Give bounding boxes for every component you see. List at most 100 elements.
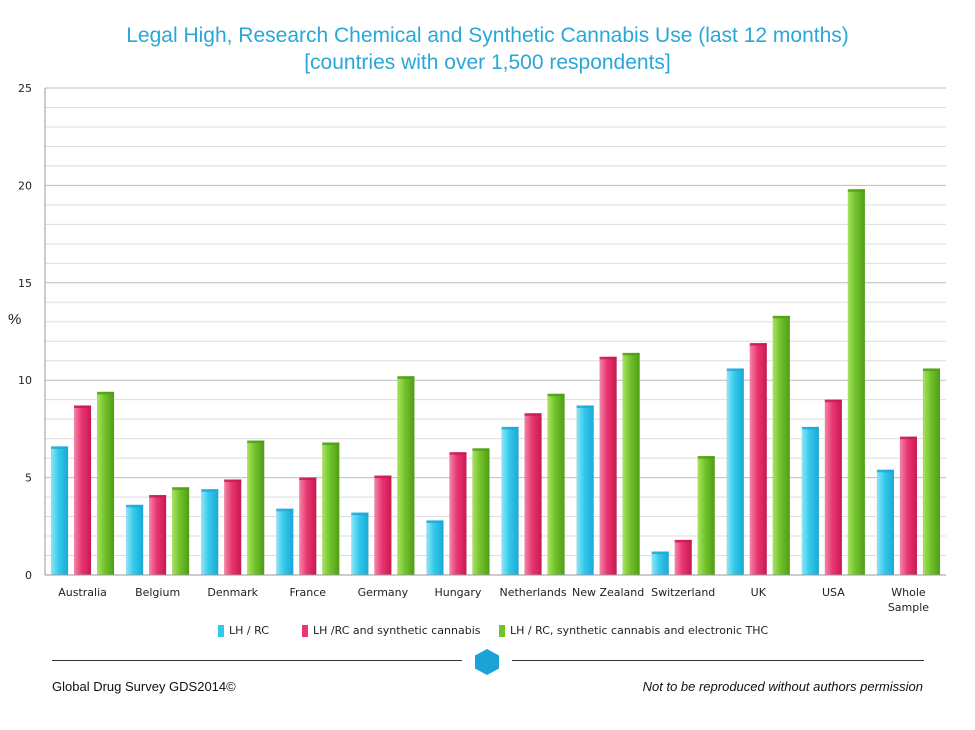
legend-item-lh-rc: LH / RC bbox=[218, 624, 269, 637]
bar-top bbox=[397, 376, 415, 379]
bar-top bbox=[322, 442, 340, 446]
bar bbox=[801, 426, 820, 576]
x-tick-label: USA bbox=[822, 586, 845, 599]
x-tick-label: Germany bbox=[358, 586, 409, 599]
footer-notice: Not to be reproduced without authors per… bbox=[642, 679, 923, 694]
bar-top bbox=[726, 368, 744, 372]
bar-top bbox=[674, 539, 692, 543]
bar bbox=[276, 508, 294, 576]
footer-source: Global Drug Survey GDS2014© bbox=[52, 679, 236, 694]
bar-top bbox=[599, 356, 617, 360]
footer-divider-left bbox=[52, 660, 462, 661]
x-tick-label: Australia bbox=[58, 586, 107, 599]
legend-label: LH / RC, synthetic cannabis and electron… bbox=[510, 624, 769, 637]
bar bbox=[749, 342, 768, 576]
bar-top bbox=[374, 475, 392, 479]
bar bbox=[223, 479, 242, 576]
bar-top bbox=[276, 508, 294, 512]
bar bbox=[922, 368, 941, 576]
bar bbox=[472, 448, 490, 576]
x-tick-label: New Zealand bbox=[572, 586, 644, 599]
bar bbox=[899, 436, 918, 576]
y-tick-label: 10 bbox=[18, 374, 32, 387]
bar-top bbox=[351, 512, 369, 516]
bar bbox=[772, 315, 791, 576]
x-tick-label: Sample bbox=[888, 601, 929, 614]
bar-top bbox=[922, 368, 940, 372]
axes bbox=[44, 88, 946, 576]
bar bbox=[426, 520, 444, 576]
bar bbox=[599, 356, 617, 576]
bar bbox=[374, 475, 392, 576]
chart-title: Legal High, Research Chemical and Synthe… bbox=[126, 24, 849, 47]
legend-label: LH / RC bbox=[229, 624, 269, 637]
bar-top bbox=[524, 413, 542, 416]
bar-top bbox=[426, 520, 444, 523]
bar bbox=[726, 368, 745, 576]
bar-top bbox=[899, 436, 917, 440]
bar-top bbox=[247, 440, 265, 444]
x-tick-label: UK bbox=[751, 586, 767, 599]
bar-top bbox=[299, 477, 317, 481]
bar bbox=[547, 393, 565, 576]
y-tick-label: 0 bbox=[25, 569, 32, 582]
bar-top bbox=[472, 448, 490, 451]
bar bbox=[96, 391, 115, 576]
bar-top bbox=[172, 487, 190, 490]
x-tick-label: France bbox=[290, 586, 327, 599]
bar-top bbox=[824, 399, 842, 403]
bar bbox=[322, 442, 340, 576]
legend-item-lh-rc-synthetic: LH /RC and synthetic cannabis bbox=[302, 624, 481, 637]
bar-top bbox=[749, 343, 767, 346]
bar-top bbox=[501, 426, 519, 430]
bar bbox=[576, 405, 594, 576]
bar bbox=[622, 352, 640, 576]
footer-divider-right bbox=[512, 660, 924, 661]
bar-top bbox=[697, 456, 715, 459]
x-tick-label: Netherlands bbox=[500, 586, 567, 599]
y-tick-label: 5 bbox=[25, 472, 32, 485]
legend-swatch bbox=[218, 624, 224, 637]
bar-top bbox=[622, 352, 640, 356]
bar bbox=[824, 399, 843, 576]
bar bbox=[200, 489, 219, 576]
y-tick-labels: 0 5 10 15 20 25 bbox=[18, 82, 32, 582]
bar bbox=[449, 452, 467, 576]
bar-top bbox=[847, 189, 865, 192]
legend-label: LH /RC and synthetic cannabis bbox=[313, 624, 481, 637]
legend-swatch bbox=[302, 624, 308, 637]
x-tick-labels: Australia Belgium Denmark France Germany Hung… bbox=[58, 586, 929, 614]
x-tick-label: Denmark bbox=[207, 586, 258, 599]
bar bbox=[501, 426, 519, 576]
bar bbox=[651, 551, 669, 576]
bar-top bbox=[51, 446, 69, 449]
y-axis-label: % bbox=[8, 311, 22, 328]
bar bbox=[171, 487, 190, 576]
bar bbox=[876, 469, 895, 576]
bar bbox=[148, 494, 167, 576]
x-tick-label: Switzerland bbox=[651, 586, 715, 599]
bar bbox=[847, 189, 866, 576]
bar-top bbox=[149, 495, 167, 498]
y-tick-label: 25 bbox=[18, 82, 32, 95]
bar bbox=[125, 504, 144, 576]
legend-item-lh-rc-synthetic-thc: LH / RC, synthetic cannabis and electron… bbox=[499, 624, 768, 637]
bars bbox=[50, 189, 941, 576]
bar-top bbox=[576, 405, 594, 409]
bar-top bbox=[74, 405, 92, 409]
bar bbox=[524, 413, 542, 576]
y-tick-label: 15 bbox=[18, 277, 32, 290]
bar bbox=[674, 539, 692, 576]
bar-top bbox=[126, 504, 144, 508]
legend-swatch bbox=[499, 624, 505, 637]
grid-lines bbox=[45, 87, 946, 576]
chart-subtitle: [countries with over 1,500 respondents] bbox=[304, 51, 671, 74]
bar-top bbox=[449, 452, 467, 455]
bar-top bbox=[651, 551, 669, 555]
bar-top bbox=[201, 489, 219, 492]
bar bbox=[397, 376, 415, 576]
x-tick-label: Hungary bbox=[434, 586, 481, 599]
bar-top bbox=[547, 393, 565, 397]
hexagon-icon bbox=[475, 649, 499, 675]
bar-top bbox=[772, 315, 790, 319]
